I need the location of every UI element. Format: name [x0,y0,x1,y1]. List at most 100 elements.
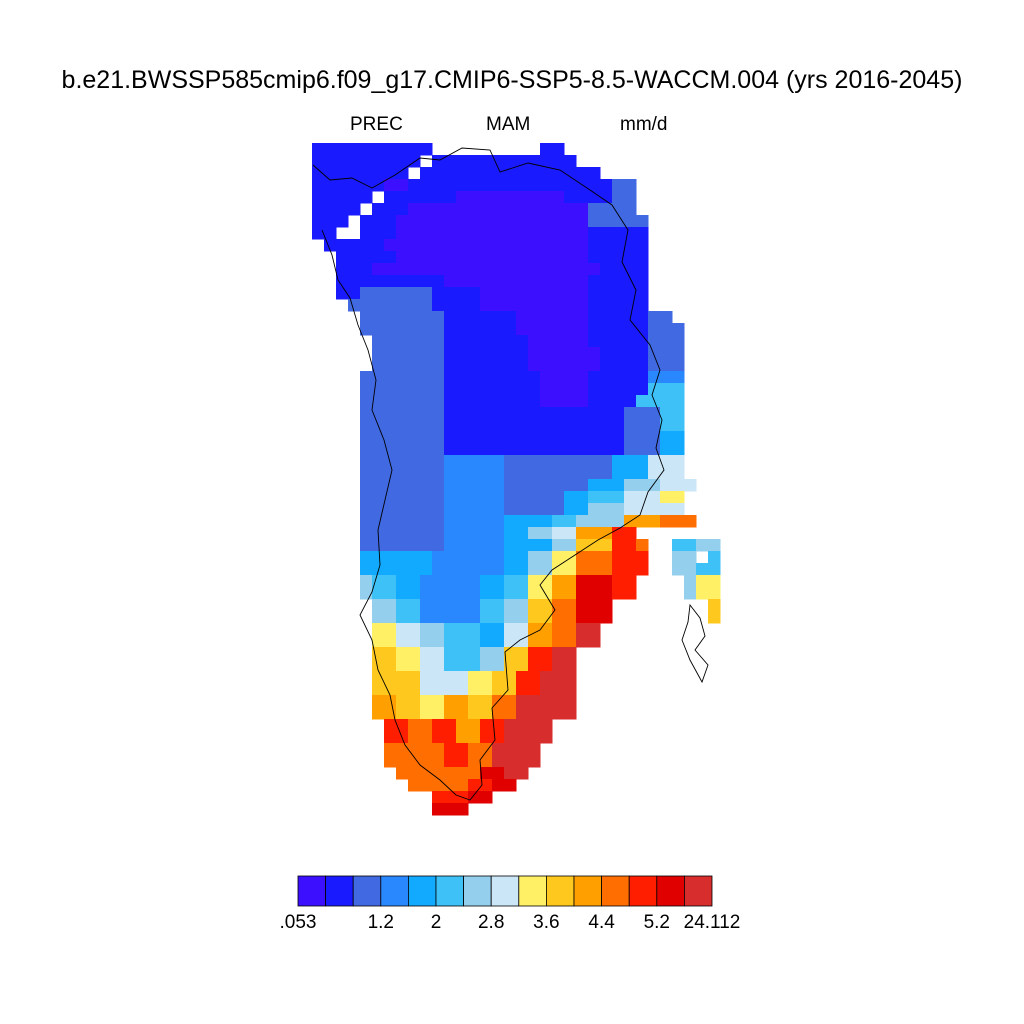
map-cell [612,539,637,552]
map-cell [360,287,433,300]
map-cell [396,227,589,240]
map-cell [420,671,445,684]
map-cell [660,407,685,420]
map-cell [528,563,553,576]
map-cell [504,767,529,780]
map-cell [636,539,649,552]
map-cell [564,455,613,468]
map-cell [576,515,601,528]
map-cell [444,623,481,636]
colorbar-box [435,875,465,907]
map-cell [432,551,505,564]
map-cell [552,635,577,648]
map-cell [660,443,685,456]
map-cell [360,395,445,408]
map-cell [588,395,637,408]
map-cell [588,503,625,516]
map-cell [312,215,349,228]
map-cell [444,635,481,648]
map-cell [360,371,445,384]
map-cell [312,179,385,192]
map-cell [420,695,445,708]
map-cell [336,251,397,264]
map-cell [456,191,565,204]
map-cell [504,455,565,468]
map-cell [444,515,505,528]
map-cell [540,671,577,684]
map-cell [516,311,589,324]
map-cell [552,515,577,528]
map-cell [528,659,553,672]
map-cell [648,383,685,396]
map-cell [588,371,649,384]
map-cell [504,659,529,672]
map-cell [468,707,493,720]
map-cell [444,383,541,396]
colorbar-label: 24.112 [683,912,741,933]
map-cell [588,323,649,336]
map-cell [444,659,481,672]
colorbar-box [407,875,437,907]
map-cell [564,191,613,204]
map-cell [384,755,421,768]
map-cell [456,731,481,744]
map-cell [600,359,649,372]
map-cell [492,671,517,684]
map-cell [624,443,661,456]
map-cell [516,707,553,720]
map-cell [396,575,421,588]
map-cell [576,551,613,564]
map-cell [396,671,421,684]
map-cell [612,455,649,468]
map-cell [360,467,445,480]
map-cell [372,611,397,624]
map-cell [384,239,589,252]
map-cell [444,755,469,768]
map-cell [480,647,505,660]
colorbar-label: 2 [430,912,442,933]
map-cell [372,587,397,600]
map-cell [540,371,589,384]
map-cell [504,647,529,660]
map-cell [708,611,721,624]
map-cell [528,599,553,612]
map-cell [540,143,565,156]
colorbar-box [684,875,713,907]
map-cell [612,563,649,576]
map-cell [504,479,565,492]
map-cell [360,575,373,588]
map-cell [336,263,373,276]
map-cell [696,587,721,600]
map-cell [648,311,673,324]
map-cell [444,539,505,552]
map-cell [444,311,517,324]
map-cell [504,611,529,624]
map-cell [480,659,505,672]
map-cell [444,743,469,756]
map-cell [408,779,445,792]
map-cell [420,635,445,648]
map-cell [612,179,637,192]
colorbar-box [352,875,382,907]
map-cell [372,335,445,348]
map-cell [396,659,421,672]
map-cell [600,347,649,360]
map-cell [564,479,589,492]
map-cell [504,491,565,504]
map-cell [552,575,577,588]
colorbar-label: 2.8 [477,912,505,933]
map-cell [432,299,481,312]
map-cell [444,275,589,288]
map-cell [444,335,529,348]
map-cell [564,503,589,516]
map-cell [516,683,541,696]
map-cell [396,695,421,708]
map-cell [468,671,493,684]
map-cell [408,719,433,732]
map-cell [384,743,421,756]
map-cell [588,251,649,264]
map-cell [420,743,445,756]
map-cell [396,707,421,720]
map-cell [660,515,697,528]
